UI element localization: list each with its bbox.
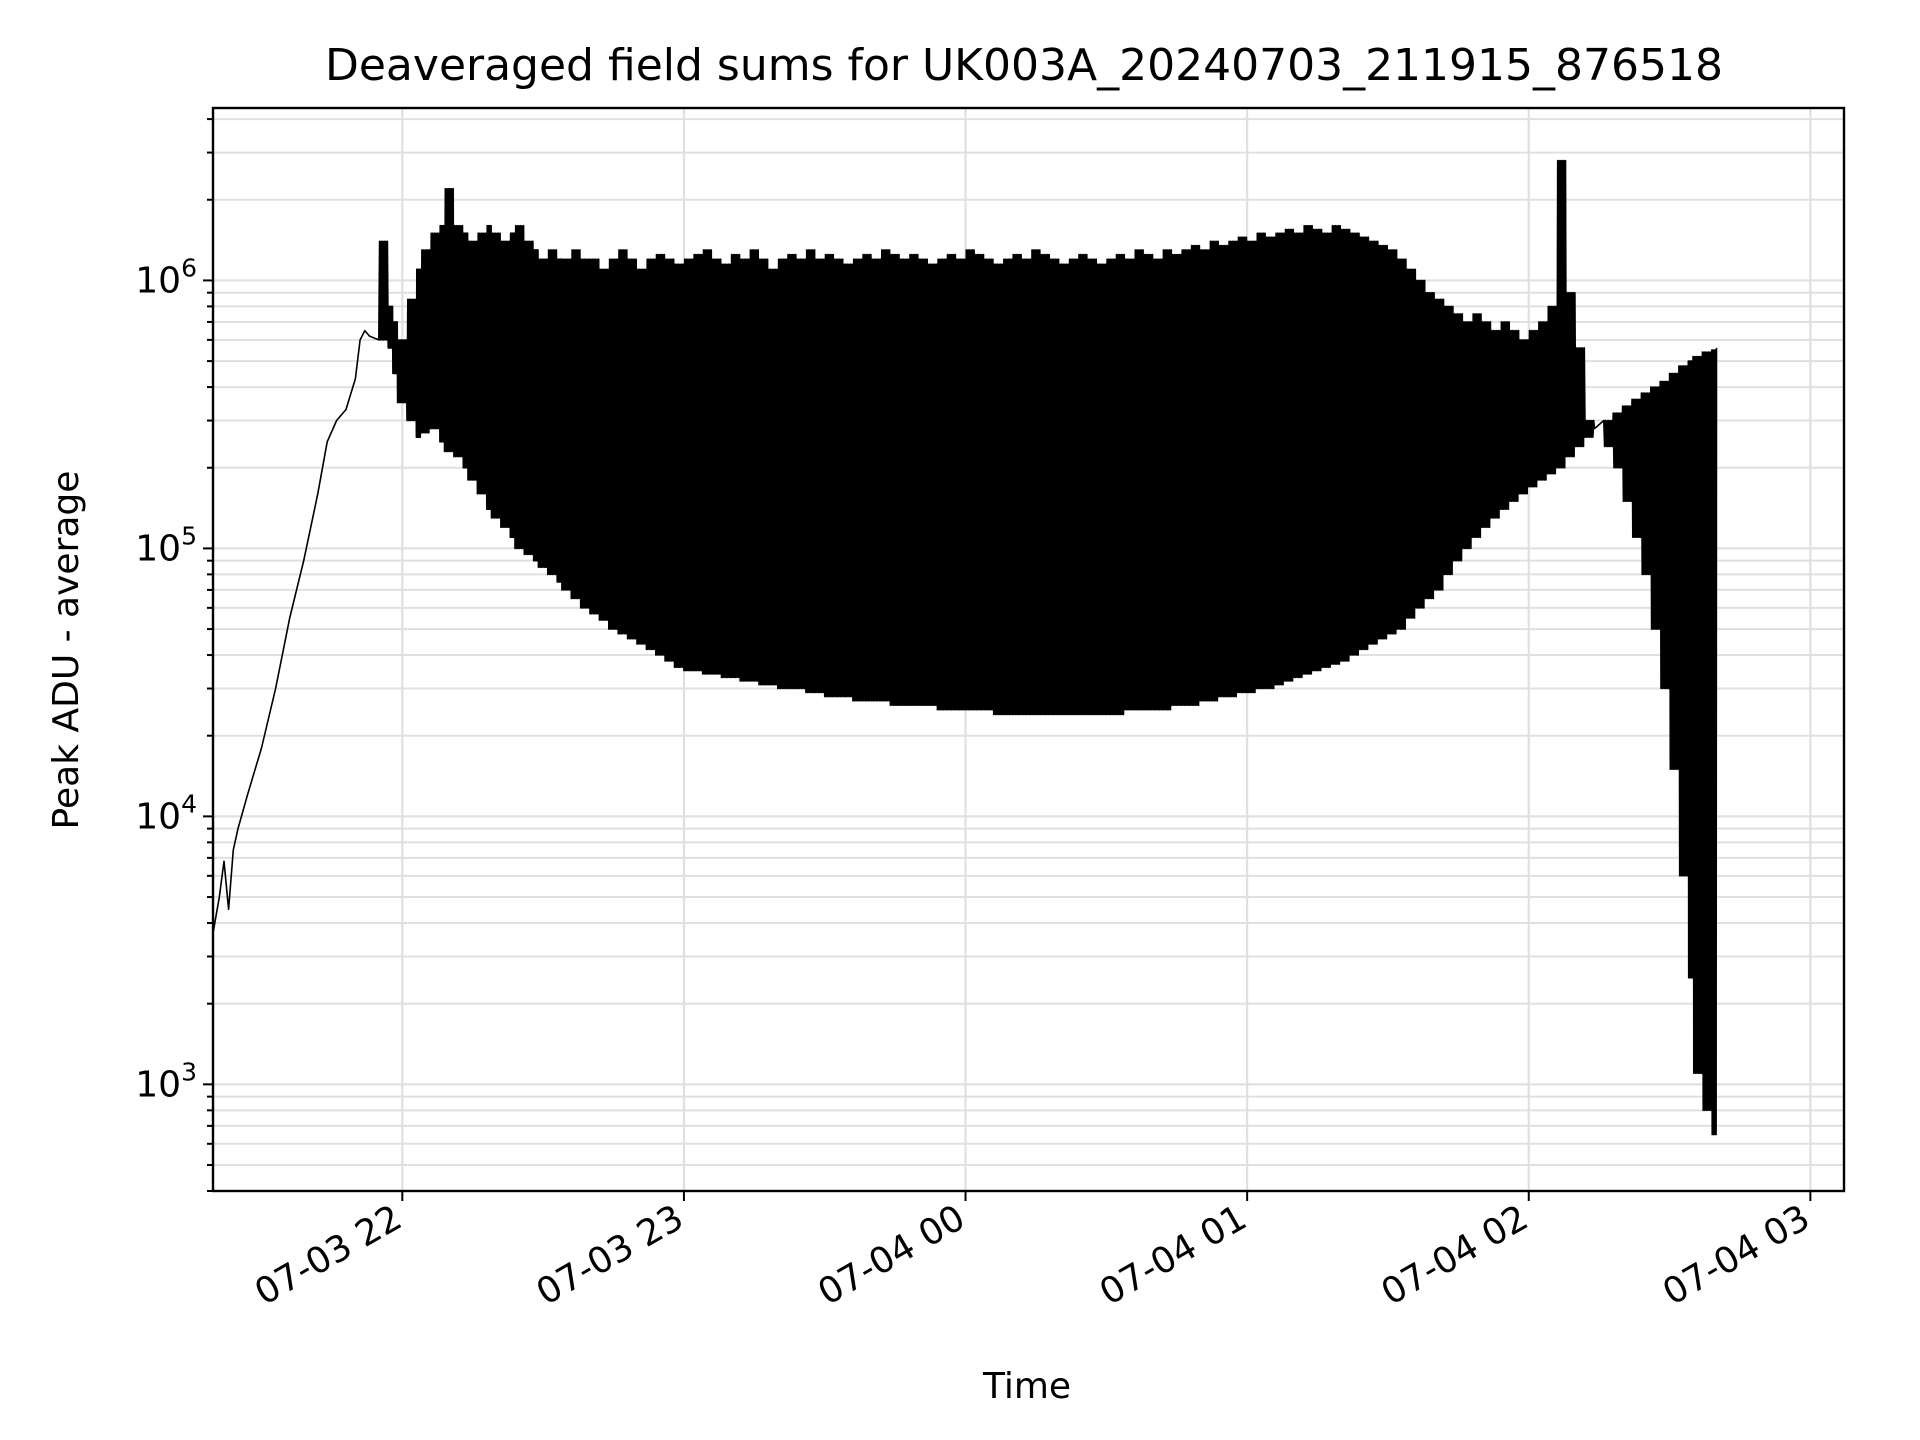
- y-axis-label: Peak ADU - average: [46, 471, 87, 830]
- y-tick-label: 103: [135, 1057, 197, 1105]
- series-group: [213, 159, 1718, 1136]
- series-line-0: [213, 159, 1718, 1136]
- chart-title: Deaveraged field sums for UK003A_2024070…: [325, 40, 1723, 91]
- y-tick-label: 105: [135, 521, 197, 569]
- x-axis-label: Time: [982, 1366, 1071, 1407]
- y-tick-label: 104: [135, 789, 197, 837]
- data-layer: [213, 159, 1718, 1136]
- plot-frame: [211, 106, 1846, 1193]
- y-tick-label: 106: [135, 253, 197, 301]
